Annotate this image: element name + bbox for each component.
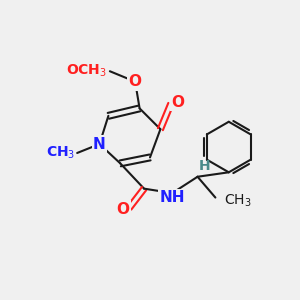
Text: N: N (93, 136, 106, 152)
Text: O: O (172, 95, 185, 110)
Text: NH: NH (160, 190, 185, 205)
Text: OCH$_3$: OCH$_3$ (66, 63, 107, 80)
Text: CH$_3$: CH$_3$ (224, 192, 252, 209)
Text: H: H (199, 159, 211, 173)
Text: O: O (117, 202, 130, 217)
Text: CH$_3$: CH$_3$ (46, 145, 76, 161)
Text: O: O (129, 74, 142, 89)
